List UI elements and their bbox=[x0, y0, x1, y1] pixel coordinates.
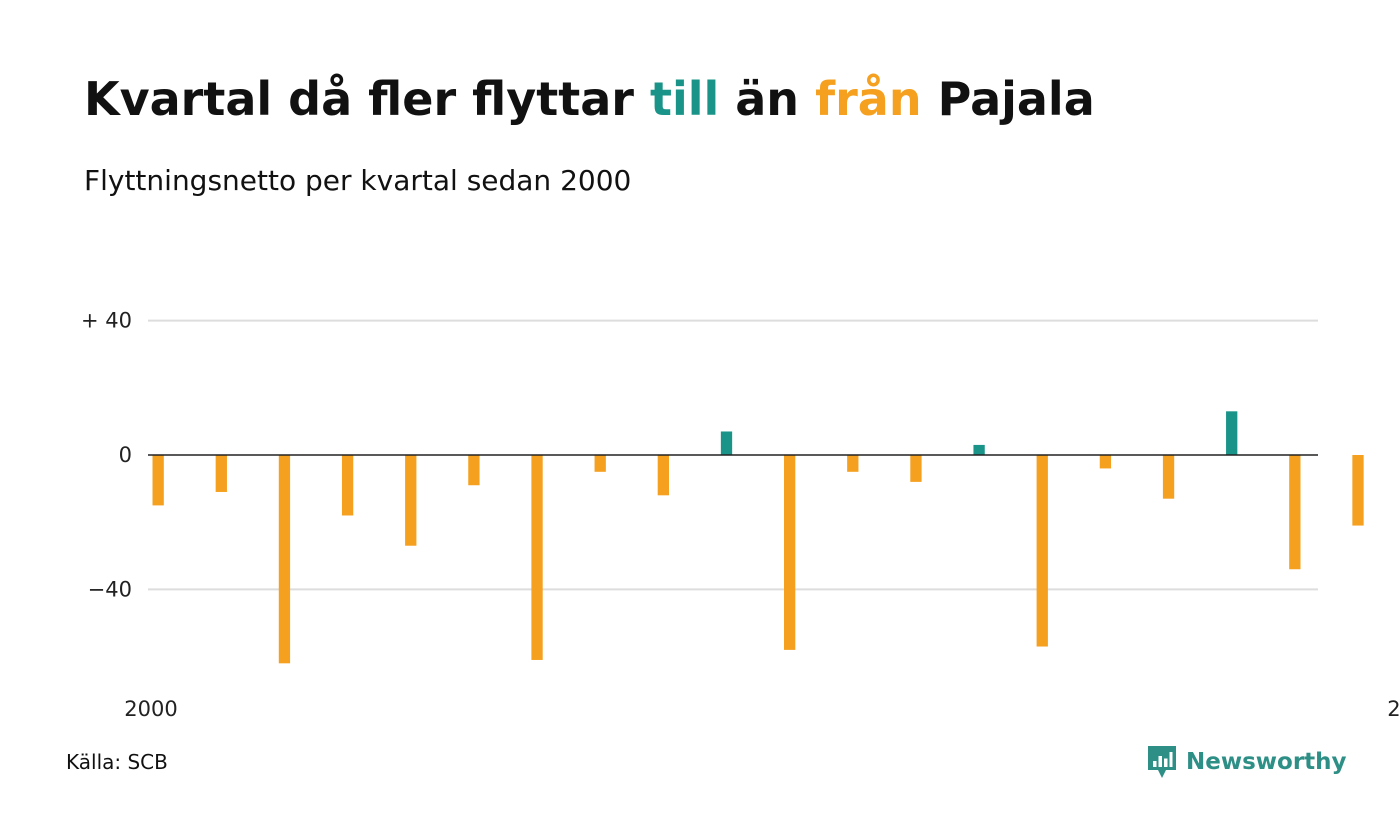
title-part-1: Kvartal då fler flyttar bbox=[84, 72, 650, 126]
brand-name: Newsworthy bbox=[1186, 749, 1347, 775]
bar-negative bbox=[784, 455, 796, 650]
title-highlight-out: från bbox=[815, 72, 922, 126]
x-axis-ticks: 20002005201020152020 bbox=[124, 697, 1400, 721]
bar-negative bbox=[531, 455, 543, 660]
bar-positive bbox=[1226, 411, 1238, 455]
brand-logo: Newsworthy bbox=[1146, 744, 1347, 780]
x-tick-label: 2005 bbox=[1387, 697, 1400, 721]
title-part-3: Pajala bbox=[921, 72, 1095, 126]
bar-negative bbox=[1162, 455, 1175, 499]
y-tick-label: −40 bbox=[88, 577, 132, 601]
chart-subtitle: Flyttningsnetto per kvartal sedan 2000 bbox=[84, 164, 632, 197]
bar-negative bbox=[278, 455, 291, 664]
y-tick-label: + 40 bbox=[81, 309, 132, 333]
bar-negative bbox=[1289, 455, 1301, 570]
chart-title: Kvartal då fler flyttar till än från Paj… bbox=[84, 72, 1095, 126]
title-part-2: än bbox=[719, 72, 816, 126]
bar-negative bbox=[1036, 455, 1048, 647]
bar-negative bbox=[405, 455, 417, 546]
bars bbox=[152, 411, 1364, 664]
bar-negative bbox=[468, 455, 480, 486]
bar-negative bbox=[341, 455, 354, 516]
y-axis-ticks: + 40 0 −40 bbox=[81, 309, 132, 602]
bar-negative bbox=[1352, 455, 1364, 526]
x-tick-label: 2000 bbox=[124, 697, 177, 721]
bar-negative bbox=[847, 455, 859, 472]
bar-negative bbox=[1099, 455, 1112, 469]
bar-negative bbox=[657, 455, 669, 496]
source-note: Källa: SCB bbox=[66, 750, 168, 774]
bar-chart: + 400−40 20002005201020152020 bbox=[81, 309, 1400, 721]
bar-positive bbox=[720, 431, 733, 455]
bar-negative bbox=[215, 455, 227, 492]
newsworthy-logo-icon bbox=[1148, 746, 1176, 778]
bar-negative bbox=[910, 455, 922, 482]
bar-positive bbox=[973, 444, 985, 455]
gridlines bbox=[148, 319, 1318, 591]
title-highlight-in: till bbox=[649, 72, 720, 126]
bar-negative bbox=[594, 455, 606, 472]
bar-negative bbox=[152, 455, 164, 506]
y-tick-label: 0 bbox=[119, 443, 132, 467]
